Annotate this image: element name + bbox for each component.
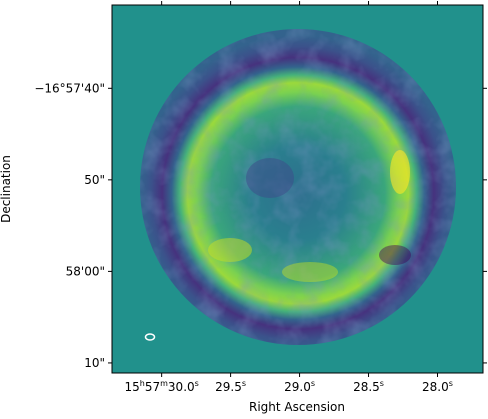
x-tick-label: 28.5s [353, 379, 384, 394]
frame [111, 4, 484, 374]
y-tick-label: 10" [84, 356, 105, 370]
y-tick-label: 50" [84, 173, 105, 187]
x-tick-label: 29.0s [284, 379, 315, 394]
beam [144, 333, 156, 341]
x-tick-label: 29.5s [215, 379, 246, 394]
y-tick-label: −16°57'40" [34, 81, 105, 95]
image [112, 5, 483, 373]
x-label: Right Ascension [249, 400, 345, 414]
y-tick-label: 58'00" [66, 264, 105, 278]
x-tick-label: 15h57m30.0s [124, 379, 198, 394]
texture [140, 29, 456, 345]
y-label: Declination [0, 155, 13, 223]
x-tick-label: 28.0s [422, 379, 453, 394]
